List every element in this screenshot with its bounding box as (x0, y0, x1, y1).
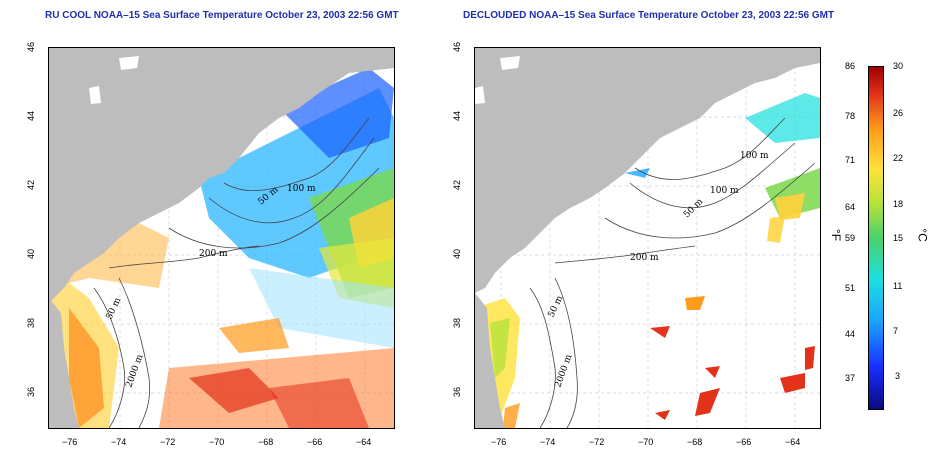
right-xtick: −66 (736, 437, 752, 447)
colorbar-unit-celsius: °C (915, 228, 930, 242)
right-xtick: −68 (687, 437, 703, 447)
right-contour-label-200m: 200 m (630, 253, 659, 263)
left-contour-label-50m-b: 50 m (105, 296, 124, 321)
left-land-south (49, 298, 79, 428)
right-xtick: −72 (589, 437, 605, 447)
colorbar-gradient (868, 66, 884, 410)
colorbar-c-label: 22 (893, 153, 904, 163)
colorbar-c-label: 7 (893, 326, 899, 336)
right-xtick: −70 (638, 437, 654, 447)
right-contour-label-2000m: 2000 m (553, 353, 574, 389)
left-ytick: 38 (26, 317, 37, 329)
left-contour-label-100m: 100 m (287, 184, 316, 194)
right-ytick: 40 (452, 248, 463, 260)
left-ytick: 40 (26, 248, 37, 260)
left-map-title: RU COOL NOAA–15 Sea Surface Temperature … (45, 10, 399, 21)
right-land-south (475, 293, 505, 428)
right-ytick: 46 (452, 41, 463, 53)
colorbar-f-label: 51 (845, 283, 856, 293)
colorbar-c-label: 3 (895, 371, 901, 381)
left-ytick: 44 (26, 110, 37, 122)
colorbar-c-label: 11 (893, 281, 903, 291)
left-xtick: −76 (62, 437, 78, 447)
right-map-svg: 100 m 100 m 50 m 200 m 50 m 2000 m (475, 48, 820, 428)
right-land (475, 48, 820, 293)
right-ytick: 36 (452, 386, 463, 398)
right-contour-label-50m-b: 50 m (547, 294, 566, 319)
right-ytick: 38 (452, 317, 463, 329)
left-xtick: −64 (356, 437, 372, 447)
left-ytick: 42 (26, 179, 37, 191)
left-ytick: 46 (26, 41, 37, 53)
right-contours (529, 117, 816, 428)
left-xtick: −66 (307, 437, 323, 447)
colorbar-f-label: 86 (845, 61, 856, 71)
colorbar-f-label: 64 (845, 202, 856, 212)
left-xtick: −68 (258, 437, 274, 447)
colorbar-f-label: 59 (845, 233, 856, 243)
left-xtick: −72 (160, 437, 176, 447)
colorbar-f-label: 44 (845, 329, 856, 339)
colorbar-f-label: 37 (845, 373, 856, 383)
colorbar-f-label: 78 (845, 111, 856, 121)
colorbar-c-label: 26 (893, 108, 904, 118)
left-map-svg: 50 m 100 m 200 m 50 m 2000 m (49, 48, 394, 428)
right-xtick: −64 (785, 437, 801, 447)
right-contour-label-50m: 50 m (682, 197, 706, 221)
colorbar-c-label: 15 (893, 233, 904, 243)
right-xtick: −76 (491, 437, 507, 447)
right-contour-label-100m: 100 m (740, 151, 769, 161)
right-lakes (475, 56, 520, 104)
left-xtick: −70 (209, 437, 225, 447)
right-xtick: −74 (540, 437, 556, 447)
left-contour-label-200m: 200 m (199, 249, 228, 259)
right-ytick: 44 (452, 110, 463, 122)
colorbar-f-label: 71 (845, 155, 856, 165)
right-contour-label-100m-b: 100 m (710, 186, 739, 196)
left-land (49, 48, 394, 303)
left-contour-label-2000m: 2000 m (124, 353, 145, 389)
colorbar-c-label: 18 (893, 199, 904, 209)
colorbar-unit-fahrenheit: °F (829, 228, 844, 242)
right-map-title: DECLOUDED NOAA–15 Sea Surface Temperatur… (463, 10, 835, 21)
right-map-frame: 100 m 100 m 50 m 200 m 50 m 2000 m (474, 47, 821, 429)
colorbar-c-label: 30 (893, 61, 904, 71)
left-map-frame: 50 m 100 m 200 m 50 m 2000 m (48, 47, 395, 429)
right-ytick: 42 (452, 179, 463, 191)
left-contours (93, 117, 380, 428)
left-lakes (89, 56, 139, 104)
left-ytick: 36 (26, 386, 37, 398)
left-xtick: −74 (111, 437, 127, 447)
